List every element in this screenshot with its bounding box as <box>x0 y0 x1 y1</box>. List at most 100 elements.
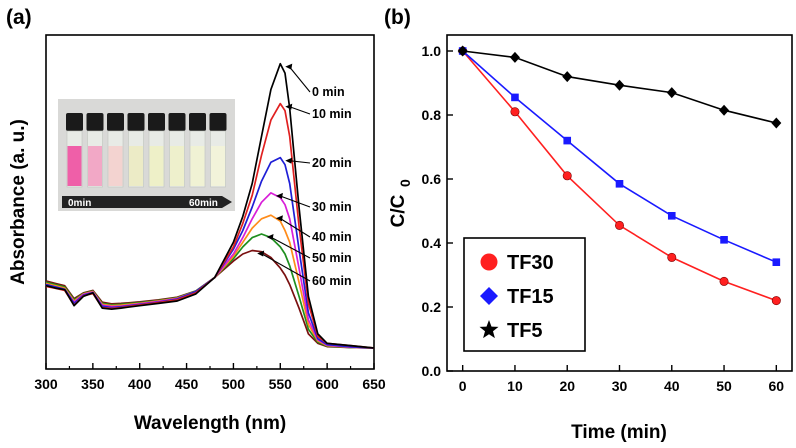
data-point-TF15 <box>511 93 519 102</box>
curve-label-arrow <box>288 66 311 93</box>
inset-vials <box>66 113 227 188</box>
panel-a-x-ticks: 300 350 400 450 500 550 600 650 <box>34 363 386 392</box>
curve-label-50-min: 50 min <box>312 251 352 265</box>
legend-label-TF15: TF15 <box>507 286 554 308</box>
vial-liquid <box>170 146 184 186</box>
curve-label-arrow <box>260 252 311 282</box>
panel-b-x-tick-label: 20 <box>559 378 575 394</box>
data-point-TF30 <box>667 252 677 262</box>
data-point-TF15 <box>772 258 781 266</box>
vial-cap <box>189 113 206 131</box>
legend-symbol-TF5 <box>479 320 499 339</box>
vial-cap <box>86 113 104 131</box>
panel-b-ticks: 0 10 20 30 40 50 60 0.0 0.2 0.4 0.6 0.8 1.0 <box>422 43 785 394</box>
data-point-TF5 <box>719 104 730 116</box>
curve-label-arrowhead <box>266 234 274 241</box>
panel-b-y-axis-title: C/C 0 <box>388 179 413 227</box>
data-point-TF5 <box>562 71 573 83</box>
panel-a-curve-labels: 0 min 10 min 20 min 30 min 40 min 50 min 60 mi… <box>257 63 352 288</box>
vial-cap <box>66 113 83 131</box>
panel-b: (b) 0 10 20 30 40 50 60 0.0 0.2 0.4 0.6 0.8 1.0 Time… <box>384 6 793 443</box>
panel-b-legend: TF30 TF15 TF5 <box>463 237 586 352</box>
data-point-TF15 <box>615 180 624 188</box>
legend-items: TF30 TF15 TF5 <box>479 252 554 342</box>
panel-a-x-tick-label: 550 <box>269 376 293 392</box>
panel-b-x-tick-label: 30 <box>612 378 628 394</box>
legend-symbol-TF15 <box>480 287 498 305</box>
curve-label-arrow <box>289 160 311 164</box>
panel-a-curves <box>45 62 375 349</box>
panel-b-label: (b) <box>384 6 411 29</box>
curve-label-arrowhead <box>285 103 293 110</box>
panel-a-x-tick-label: 450 <box>175 376 199 392</box>
inset-time-arrow <box>62 196 232 208</box>
panel-b-y-tick-label: 0.2 <box>422 299 442 315</box>
legend-label-TF5: TF5 <box>507 320 543 342</box>
vial-liquid <box>129 146 143 186</box>
curve-label-arrow <box>279 195 311 208</box>
vial-cap <box>209 113 227 131</box>
panel-a-x-tick-label: 600 <box>315 376 339 392</box>
curve-label-arrow <box>279 217 311 238</box>
curve-label-arrowhead <box>285 63 293 70</box>
inset-background <box>58 99 235 211</box>
panel-a-x-axis-title: Wavelength (nm) <box>134 413 286 434</box>
vial-liquid <box>67 146 82 186</box>
data-point-TF5 <box>457 45 468 57</box>
panel-a-x-tick-label: 500 <box>222 376 246 392</box>
inset-photo: 0min 60min <box>58 99 235 211</box>
panel-b-y-tick-label: 0.8 <box>422 107 442 123</box>
panel-b-x-tick-label: 40 <box>664 378 680 394</box>
data-point-TF30 <box>771 296 781 306</box>
vial-cap <box>168 113 186 131</box>
vial-liquid <box>190 146 205 186</box>
series-TF5 <box>457 45 782 129</box>
panel-b-y-axis-subscript: 0 <box>397 179 413 187</box>
panel-b-y-axis-label: C/C <box>388 194 409 227</box>
vial-liquid <box>211 146 225 186</box>
legend-label-TF30: TF30 <box>507 252 554 274</box>
curve-label-arrowhead <box>275 192 283 199</box>
curve-label-arrowhead <box>285 157 293 164</box>
curve-label-30-min: 30 min <box>312 200 352 214</box>
data-point-TF5 <box>614 79 625 91</box>
data-point-TF30 <box>614 220 624 230</box>
panel-b-x-axis-title: Time (min) <box>571 422 667 443</box>
panel-b-y-tick-label: 0.0 <box>422 363 442 379</box>
curve-label-arrowhead <box>275 215 283 222</box>
panel-b-y-tick-label: 1.0 <box>422 43 442 59</box>
spectrum-curve-30-min <box>45 192 375 349</box>
curve-label-40-min: 40 min <box>312 230 352 244</box>
data-point-TF5 <box>771 117 782 129</box>
panel-a-label: (a) <box>6 6 32 29</box>
panel-b-y-tick-label: 0.6 <box>422 171 442 187</box>
panel-a: (a) 300 350 400 450 500 550 600 650 0 min 10 min… <box>6 6 386 434</box>
spectrum-curve-0-min <box>45 62 375 349</box>
panel-b-x-tick-label: 60 <box>769 378 785 394</box>
panel-b-x-tick-label: 0 <box>459 378 467 394</box>
vial-cap <box>107 113 124 131</box>
panel-a-x-tick-label: 400 <box>128 376 152 392</box>
panel-a-x-tick-label: 650 <box>362 376 386 392</box>
inset-end-label: 60min <box>189 198 218 209</box>
vial-liquid <box>149 146 164 186</box>
panel-b-x-tick-label: 50 <box>716 378 732 394</box>
data-point-TF30 <box>719 276 729 286</box>
curve-label-60-min: 60 min <box>312 274 352 288</box>
spectrum-curve-60-min <box>45 249 375 349</box>
data-point-TF5 <box>666 87 677 99</box>
panel-b-x-tick-label: 10 <box>507 378 523 394</box>
vial-liquid <box>108 146 123 186</box>
panel-a-x-tick-label: 300 <box>34 376 58 392</box>
data-point-TF15 <box>667 212 676 220</box>
data-point-TF15 <box>720 236 728 244</box>
data-point-TF5 <box>509 51 520 63</box>
panel-b-y-tick-label: 0.4 <box>422 235 442 251</box>
legend-symbol-TF30 <box>480 253 498 271</box>
panel-a-x-tick-label: 350 <box>81 376 105 392</box>
curve-label-0-min: 0 min <box>312 85 345 99</box>
curve-label-10-min: 10 min <box>312 107 352 121</box>
curve-label-20-min: 20 min <box>312 156 352 170</box>
vial-cap <box>148 113 165 131</box>
